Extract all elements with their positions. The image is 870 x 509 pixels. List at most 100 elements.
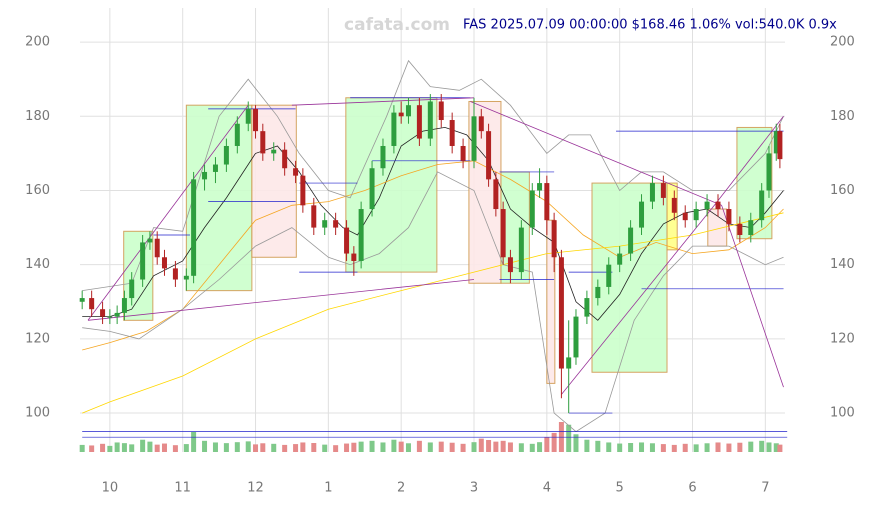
candle-body (260, 131, 266, 154)
volume-bar (202, 440, 208, 452)
candle-body (416, 105, 422, 139)
volume-bar (628, 443, 634, 452)
volume-bar (438, 441, 444, 452)
volume-bar (100, 443, 106, 452)
volume-bar (212, 442, 218, 452)
x-tick-label: 6 (688, 481, 696, 496)
signal-box (185, 104, 253, 292)
candle-body (493, 179, 499, 210)
x-tick-label: 2 (397, 481, 405, 496)
y-tick-label: 100 (25, 406, 50, 421)
volume-bar (660, 444, 666, 452)
volume-bar (682, 443, 688, 452)
candle-body (223, 145, 229, 165)
volume-bar (260, 443, 266, 452)
candle-body (628, 227, 634, 254)
candle-body (271, 149, 277, 154)
candle-body (777, 131, 783, 160)
candle-body (595, 286, 601, 299)
y-tick-label: 140 (25, 257, 50, 272)
volume-bar (416, 440, 422, 452)
volume-bar (121, 443, 127, 452)
candle-body (311, 205, 317, 228)
volume-bar (333, 445, 339, 452)
volume-bar (518, 443, 524, 452)
signal-box (500, 171, 530, 284)
x-tick-label: 12 (247, 481, 264, 496)
candle-body (121, 298, 127, 313)
signal-box (251, 104, 297, 258)
candle-body (114, 312, 120, 317)
x-tick-label: 4 (543, 481, 551, 496)
volume-bar (223, 443, 229, 452)
signal-box (546, 219, 556, 384)
volume-bar (293, 444, 299, 452)
y-tick-label: 200 (830, 35, 855, 50)
volume-bar (766, 442, 772, 452)
volume-bar (584, 439, 590, 452)
candle-body (300, 175, 306, 206)
candle-body (234, 123, 240, 146)
candle-body (518, 227, 524, 273)
candle-body (566, 357, 572, 369)
y-tick-label: 180 (25, 109, 50, 124)
candle-body (715, 201, 721, 210)
x-tick-label: 3 (470, 481, 478, 496)
volume-bar (322, 444, 328, 452)
candle-body (551, 220, 557, 258)
volume-bar (639, 442, 645, 452)
candle-body (726, 209, 732, 224)
candle-body (100, 309, 106, 317)
x-tick-label: 7 (761, 481, 769, 496)
volume-bar (693, 444, 699, 452)
trend-line (561, 116, 784, 395)
candle-body (529, 190, 535, 228)
indicator-line (82, 160, 784, 351)
trend-line (291, 97, 475, 106)
candle-body (129, 279, 135, 299)
y-tick-label: 180 (830, 109, 855, 124)
volume-bar (460, 443, 466, 452)
candle-body (737, 223, 743, 236)
candle-body (660, 183, 666, 198)
x-tick-label: 5 (616, 481, 624, 496)
volume-bar (358, 441, 364, 452)
y-tick-label: 140 (830, 257, 855, 272)
candle-body (606, 264, 612, 287)
x-tick-label: 11 (174, 481, 191, 496)
volume-bar (391, 439, 397, 452)
volume-bar (79, 444, 85, 452)
volume-bar (606, 442, 612, 452)
x-tick-label: 1 (324, 481, 332, 496)
signal-box (123, 230, 154, 321)
indicator-line (82, 171, 784, 433)
volume-bar (500, 440, 506, 452)
volume-bar (140, 439, 146, 452)
candle-body (172, 268, 178, 280)
candle-body (344, 227, 350, 254)
y-tick-label: 160 (25, 183, 50, 198)
volume-bar (671, 444, 677, 452)
volume-bar (234, 442, 240, 452)
candle-body (507, 257, 513, 273)
x-tick-label: 10 (102, 481, 119, 496)
volume-bar (161, 443, 167, 452)
volume-bar (759, 440, 765, 452)
candle-body (322, 220, 328, 228)
y-tick-label: 100 (830, 406, 855, 421)
candle-body (449, 120, 455, 146)
volume-bar (777, 444, 783, 452)
volume-bar (649, 443, 655, 452)
volume-bar (89, 445, 95, 452)
candle-body (766, 153, 772, 191)
indicator-line (82, 126, 784, 321)
chart-title: FAS 2025.07.09 00:00:00 $168.46 1.06% vo… (463, 18, 837, 33)
volume-bar (507, 442, 513, 452)
volume-bar (737, 442, 743, 452)
candle-body (245, 108, 251, 124)
watermark: cafata.com (344, 15, 450, 35)
candle-body (333, 220, 339, 228)
volume-bar (253, 444, 259, 452)
candle-body (358, 209, 364, 261)
